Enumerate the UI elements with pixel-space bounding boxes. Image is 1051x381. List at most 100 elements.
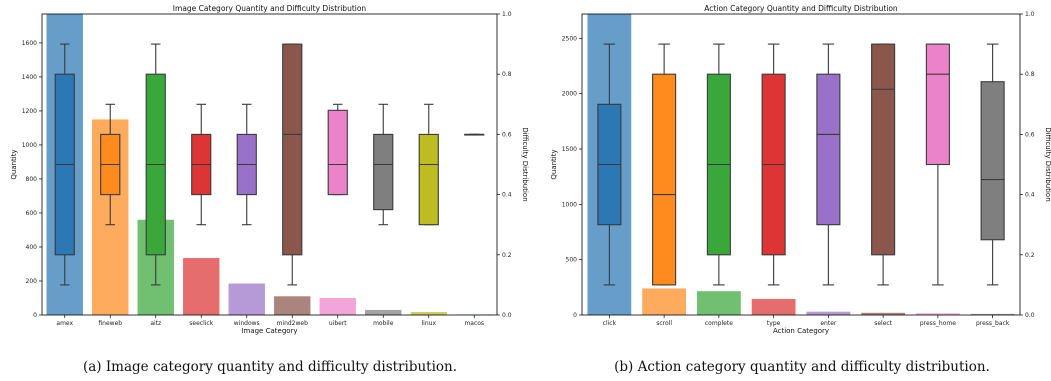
y2-axis-label: Difficulty Distribution bbox=[521, 127, 529, 201]
y2-tick-label: 1.0 bbox=[502, 11, 512, 18]
box-body bbox=[871, 43, 896, 256]
x-tick-label: click bbox=[603, 320, 617, 327]
plot-frame bbox=[581, 13, 1021, 316]
bar-enter bbox=[806, 311, 851, 315]
x-tick-label: linux bbox=[422, 320, 437, 327]
y2-tick-label: 0.0 bbox=[1025, 312, 1035, 319]
x-axis-label: Image Category bbox=[241, 327, 297, 335]
box-body bbox=[652, 73, 677, 286]
y2-tick-label: 0.4 bbox=[502, 192, 512, 199]
x-tick-label: press_home bbox=[920, 320, 956, 327]
y2-tick-label: 1.0 bbox=[1025, 11, 1035, 18]
bar-press_home bbox=[915, 313, 960, 315]
box-amex bbox=[54, 43, 75, 286]
y-tick-label: 1200 bbox=[22, 108, 37, 115]
bar-seeclick bbox=[183, 258, 220, 315]
box-body bbox=[418, 133, 439, 226]
y-tick-label: 1400 bbox=[22, 74, 37, 81]
box-body bbox=[980, 81, 1005, 241]
y-tick-label: 2000 bbox=[562, 91, 577, 98]
x-tick-label: type bbox=[767, 320, 781, 327]
bar-select bbox=[861, 312, 906, 315]
x-tick-label: macos bbox=[464, 320, 484, 327]
y2-tick-label: 0.4 bbox=[1025, 192, 1035, 199]
y2-tick-label: 0.6 bbox=[1025, 131, 1035, 138]
box-press_home bbox=[925, 43, 950, 286]
bar-mind2web bbox=[274, 296, 311, 315]
x-tick-label: aitz bbox=[150, 320, 161, 327]
chart-title: Action Category Quantity and Difficulty … bbox=[704, 4, 898, 13]
y-tick-label: 1600 bbox=[22, 40, 37, 47]
y-tick-label: 600 bbox=[26, 210, 38, 217]
y-axis-label: Quantity bbox=[550, 149, 558, 179]
x-tick-label: scroll bbox=[656, 320, 672, 327]
y-tick-label: 800 bbox=[26, 176, 38, 183]
box-enter bbox=[816, 43, 841, 286]
box-type bbox=[761, 43, 786, 286]
chart-title: Image Category Quantity and Difficulty D… bbox=[173, 4, 367, 13]
figure-caption: (a) Image category quantity and difficul… bbox=[83, 359, 457, 375]
y2-tick-label: 0.6 bbox=[502, 131, 512, 138]
y-tick-label: 2500 bbox=[562, 35, 577, 42]
box-mind2web bbox=[282, 43, 303, 286]
box-uibert bbox=[327, 103, 348, 196]
box-body bbox=[925, 43, 950, 166]
bar-mobile bbox=[365, 309, 402, 315]
bar-type bbox=[751, 298, 796, 315]
box-linux bbox=[418, 103, 439, 226]
box-windows bbox=[236, 103, 257, 226]
box-body bbox=[816, 73, 841, 226]
y-tick-label: 1000 bbox=[22, 142, 37, 149]
x-tick-label: complete bbox=[705, 320, 733, 327]
y2-axis-label: Difficulty Distribution bbox=[1044, 127, 1051, 201]
box-mobile bbox=[373, 103, 394, 226]
bar-windows bbox=[228, 283, 265, 315]
box-click bbox=[597, 43, 622, 286]
bar-uibert bbox=[319, 297, 356, 315]
y2-tick-label: 0.8 bbox=[502, 71, 512, 78]
box-body bbox=[373, 133, 394, 211]
x-tick-label: mind2web bbox=[277, 320, 309, 327]
image-category-chart: Image Category Quantity and Difficulty D… bbox=[10, 4, 529, 375]
figure-caption: (b) Action category quantity and difficu… bbox=[614, 359, 990, 375]
box-macos bbox=[464, 133, 485, 136]
bar-complete bbox=[696, 291, 741, 315]
y-tick-label: 0 bbox=[573, 312, 577, 319]
y2-tick-label: 0.2 bbox=[502, 252, 512, 259]
x-axis-label: Action Category bbox=[773, 327, 829, 335]
y-tick-label: 0 bbox=[33, 312, 37, 319]
x-tick-label: seeclick bbox=[189, 320, 213, 327]
y2-tick-label: 0.2 bbox=[1025, 252, 1035, 259]
x-tick-label: uibert bbox=[329, 320, 347, 327]
y2-tick-label: 0.0 bbox=[502, 312, 512, 319]
action-category-chart: Action Category Quantity and Difficulty … bbox=[550, 4, 1051, 375]
x-tick-label: fineweb bbox=[98, 320, 122, 327]
bar-press_back bbox=[970, 313, 1015, 315]
box-complete bbox=[706, 43, 731, 286]
box-aitz bbox=[145, 43, 166, 286]
box-fineweb bbox=[100, 103, 121, 226]
box-press_back bbox=[980, 43, 1005, 286]
y-tick-label: 1500 bbox=[562, 146, 577, 153]
x-tick-label: enter bbox=[820, 320, 837, 327]
x-tick-label: select bbox=[874, 320, 892, 327]
x-tick-label: mobile bbox=[373, 320, 394, 327]
y-tick-label: 500 bbox=[566, 257, 578, 264]
box-select bbox=[871, 43, 896, 286]
box-body bbox=[282, 43, 303, 256]
y-tick-label: 200 bbox=[26, 278, 38, 285]
bar-scroll bbox=[642, 288, 687, 315]
y2-tick-label: 0.8 bbox=[1025, 71, 1035, 78]
box-scroll bbox=[652, 43, 677, 286]
x-tick-label: press_back bbox=[976, 320, 1010, 327]
bar-linux bbox=[410, 311, 447, 315]
x-tick-label: windows bbox=[234, 320, 260, 327]
box-seeclick bbox=[191, 103, 212, 226]
box-body bbox=[327, 109, 348, 196]
y-tick-label: 1000 bbox=[562, 201, 577, 208]
y-axis-label: Quantity bbox=[10, 149, 18, 179]
plot-frame bbox=[41, 13, 498, 316]
x-tick-label: amex bbox=[56, 320, 73, 327]
y-tick-label: 400 bbox=[26, 244, 38, 251]
